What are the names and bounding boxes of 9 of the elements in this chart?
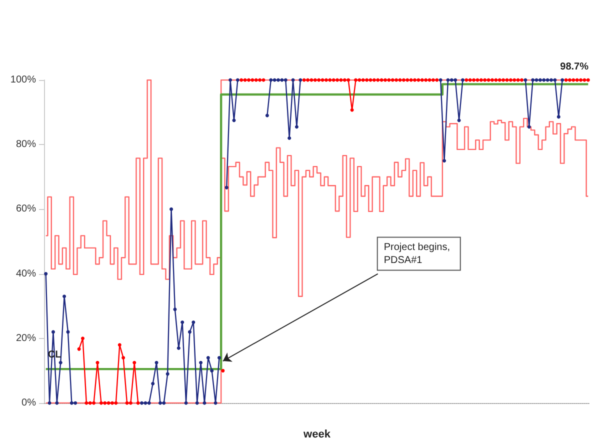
y-tick-label: 80% xyxy=(16,139,36,150)
y-tick-label: 20% xyxy=(16,332,36,344)
x-axis-title: week xyxy=(302,428,332,440)
y-tick-label: 100% xyxy=(10,74,36,86)
y-tick-label: 40% xyxy=(16,268,36,280)
annotation: 98.7% xyxy=(560,62,589,73)
annotation: Project begins, PDSA#1 xyxy=(384,242,453,266)
y-tick-label: 60% xyxy=(16,204,36,215)
y-tick-label: 0% xyxy=(22,398,36,408)
